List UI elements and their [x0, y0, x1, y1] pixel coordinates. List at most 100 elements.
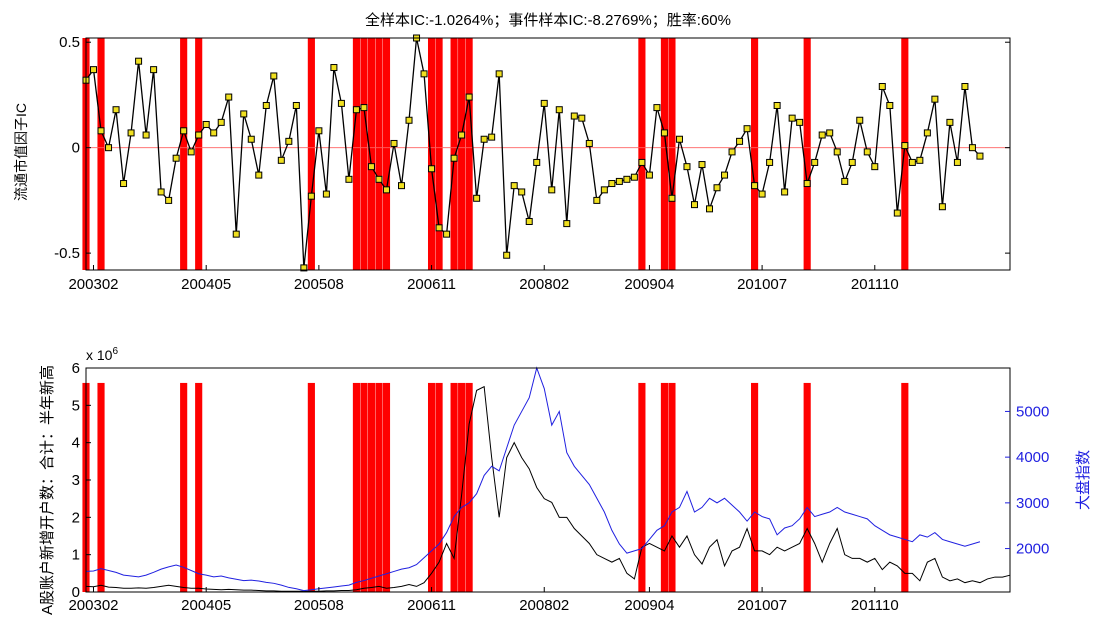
data-point	[217, 118, 225, 126]
data-point	[751, 182, 759, 190]
event-bar	[180, 38, 188, 270]
event-bar	[367, 38, 376, 270]
event-bar	[638, 38, 646, 270]
data-point	[615, 177, 623, 185]
data-point	[428, 165, 436, 173]
event-bar	[97, 38, 105, 270]
data-point	[968, 144, 976, 152]
x-tick-label: 201110	[851, 597, 899, 614]
data-point	[345, 175, 353, 183]
data-point	[675, 135, 683, 143]
y-tick-label: 4000	[1016, 449, 1049, 466]
data-point	[458, 131, 466, 139]
data-point	[585, 139, 593, 147]
data-point	[736, 137, 744, 145]
plot-frame	[85, 37, 1011, 271]
data-point	[435, 224, 443, 232]
y-axis-ticks: 0.5 0 -0.5	[54, 34, 1010, 262]
data-point	[315, 127, 323, 135]
x-tick-label: 200802	[519, 597, 569, 614]
data-point	[811, 158, 819, 166]
plot-frame	[85, 367, 1011, 593]
data-point	[120, 180, 128, 188]
x-tick-label: 201007	[737, 276, 787, 293]
y-tick-label: 0	[72, 584, 80, 601]
event-bar	[382, 38, 391, 270]
market-index-line	[85, 366, 981, 592]
event-bar	[901, 382, 909, 592]
data-point	[300, 264, 308, 272]
left-y-axis-ticks: 0 1 2 3 4 5 6	[72, 360, 91, 601]
event-bar	[465, 382, 473, 592]
data-point	[277, 156, 285, 164]
event-bars	[82, 38, 909, 270]
data-point	[803, 180, 811, 188]
y-tick-label: 4	[72, 435, 80, 452]
data-point	[112, 106, 120, 114]
data-point	[946, 118, 954, 126]
data-point	[668, 194, 676, 202]
data-point	[938, 203, 946, 211]
event-bar	[427, 382, 436, 592]
x-tick-label: 200904	[624, 597, 674, 614]
left-y-axis-label: A股账户新增开户数：合计：半年新高	[39, 365, 56, 615]
data-point	[195, 131, 203, 139]
data-point	[600, 186, 608, 194]
data-point	[255, 171, 263, 179]
data-point	[398, 182, 406, 190]
right-y-axis-ticks: 2000 3000 4000 5000	[1005, 403, 1049, 558]
event-bar	[450, 382, 458, 592]
data-point	[225, 93, 233, 101]
data-point	[570, 112, 578, 120]
data-point	[758, 190, 766, 198]
data-point	[781, 188, 789, 196]
data-point	[653, 104, 661, 112]
data-point	[931, 95, 939, 103]
data-point	[187, 148, 195, 156]
x-tick-label: 201007	[737, 597, 787, 614]
x-tick-label: 200302	[68, 276, 118, 293]
data-point	[886, 101, 894, 109]
data-point	[871, 163, 879, 171]
data-point	[660, 129, 668, 137]
data-point	[135, 57, 143, 65]
data-point	[367, 163, 375, 171]
y-tick-label: 0	[72, 140, 80, 157]
data-point	[473, 194, 481, 202]
data-point	[690, 201, 698, 209]
x-tick-label: 200802	[519, 276, 569, 293]
event-bar	[435, 38, 443, 270]
data-point	[623, 175, 631, 183]
data-point	[833, 148, 841, 156]
y-tick-label: 5000	[1016, 403, 1049, 420]
event-bar	[360, 38, 368, 270]
data-point	[465, 93, 473, 101]
data-point	[127, 129, 135, 137]
data-point	[382, 186, 390, 194]
data-point	[841, 177, 849, 185]
data-point	[232, 230, 240, 238]
data-point	[728, 148, 736, 156]
exponent-label: x 106	[86, 346, 118, 363]
data-point	[788, 114, 796, 122]
data-point	[713, 184, 721, 192]
data-point	[240, 110, 248, 118]
x-tick-label: 200508	[294, 276, 344, 293]
event-bar	[375, 38, 383, 270]
event-bar	[660, 38, 669, 270]
data-point	[292, 101, 300, 109]
event-bar	[307, 382, 315, 592]
data-point	[818, 131, 826, 139]
x-tick-label: 200904	[624, 276, 674, 293]
data-point	[262, 101, 270, 109]
data-point	[330, 64, 338, 72]
data-point	[608, 180, 616, 188]
event-bar	[668, 38, 676, 270]
x-tick-label: 201110	[851, 276, 899, 293]
x-tick-label: 200302	[68, 597, 118, 614]
data-point	[548, 186, 556, 194]
data-point	[180, 127, 188, 135]
data-point	[856, 116, 864, 124]
event-bar	[180, 382, 188, 592]
